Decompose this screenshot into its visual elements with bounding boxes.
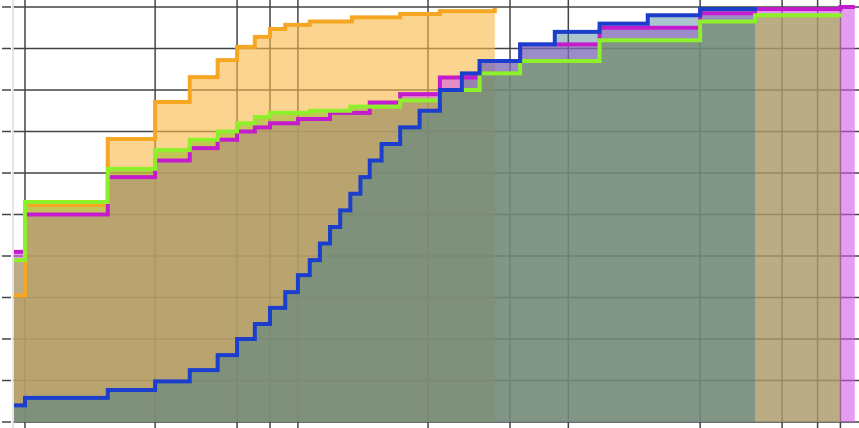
series-line-3 [14,7,758,408]
series-fills [14,7,855,423]
axes [2,0,14,428]
series-line-2 [14,13,843,263]
series-line-0 [14,7,497,298]
series-lines [14,5,855,408]
series-fill-3 [14,7,756,422]
series-fill-2 [14,13,841,422]
series-line-1 [14,5,855,254]
